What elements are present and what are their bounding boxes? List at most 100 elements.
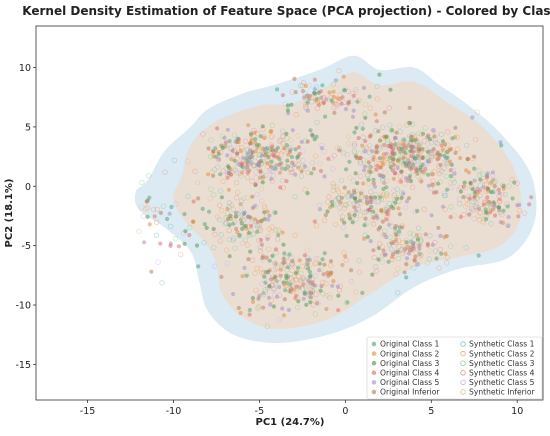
data-point: [337, 96, 343, 101]
data-point: [438, 162, 443, 168]
legend-entry-label: Synthetic Class 1: [469, 340, 535, 349]
data-point: [260, 175, 266, 181]
data-point: [337, 148, 342, 153]
data-point: [426, 183, 431, 188]
data-point: [412, 208, 419, 214]
data-point: [296, 145, 301, 150]
data-point: [187, 233, 192, 238]
data-point: [456, 201, 463, 207]
data-point: [362, 164, 367, 169]
data-point: [350, 91, 356, 97]
data-point: [299, 169, 304, 174]
data-point: [366, 150, 373, 156]
data-point: [405, 264, 412, 270]
data-point: [248, 249, 253, 254]
data-point: [358, 194, 365, 200]
data-point: [202, 222, 207, 227]
data-point: [483, 210, 488, 215]
data-point: [408, 149, 413, 154]
data-point: [452, 171, 457, 176]
data-point: [322, 262, 327, 267]
data-point: [332, 104, 339, 110]
data-point: [312, 77, 317, 82]
data-point: [499, 143, 504, 148]
data-point: [326, 194, 332, 200]
data-point: [288, 169, 294, 175]
data-point: [269, 159, 274, 164]
data-point: [476, 172, 483, 178]
data-point: [139, 179, 145, 186]
data-point: [404, 122, 410, 128]
data-point: [246, 150, 252, 156]
data-point: [376, 227, 381, 232]
data-point: [362, 111, 368, 117]
data-point: [339, 192, 346, 199]
data-point: [373, 112, 378, 117]
data-point: [321, 272, 326, 277]
data-point: [244, 174, 250, 181]
data-point: [249, 224, 254, 229]
data-point: [340, 262, 345, 268]
data-point: [271, 147, 278, 153]
data-point: [282, 297, 287, 302]
legend-marker: [371, 341, 377, 347]
data-point: [379, 173, 384, 178]
data-point: [150, 206, 157, 213]
data-point: [353, 188, 359, 194]
data-point: [341, 74, 346, 79]
data-point: [258, 169, 263, 174]
data-point: [360, 126, 365, 131]
data-point: [374, 83, 380, 90]
data-point: [442, 153, 447, 158]
data-point: [312, 273, 319, 279]
data-point: [266, 168, 273, 174]
data-point: [345, 141, 352, 147]
x-tick-label: -5: [255, 406, 264, 417]
data-point: [334, 186, 341, 193]
data-point: [381, 186, 386, 192]
data-point: [219, 207, 225, 214]
legend-box: [366, 336, 543, 400]
data-point: [371, 181, 376, 186]
data-point: [393, 226, 398, 231]
legend-entry-label: Synthetic Class 3: [469, 359, 535, 368]
data-point: [373, 195, 378, 200]
data-point: [397, 157, 404, 163]
data-point: [236, 305, 241, 311]
data-point: [426, 133, 431, 138]
data-point: [299, 139, 304, 144]
data-point: [461, 194, 466, 200]
data-point: [370, 149, 375, 154]
data-point: [267, 167, 274, 173]
data-point: [333, 197, 339, 203]
data-point: [278, 185, 283, 190]
data-point: [147, 195, 152, 200]
data-point: [317, 207, 322, 212]
data-point: [415, 208, 420, 214]
data-point: [285, 265, 290, 270]
data-point: [403, 204, 409, 211]
data-point: [236, 161, 242, 167]
data-point: [421, 138, 428, 144]
data-point: [242, 210, 247, 215]
data-point: [373, 268, 380, 274]
data-point: [218, 232, 224, 238]
data-point: [364, 195, 369, 200]
data-point: [382, 228, 388, 234]
data-point: [334, 144, 340, 150]
data-point: [450, 136, 455, 141]
data-point: [521, 210, 528, 216]
data-point: [304, 302, 309, 307]
data-point: [274, 147, 279, 153]
data-point: [444, 260, 450, 266]
data-point: [283, 286, 290, 292]
data-point: [432, 134, 437, 139]
data-point: [410, 134, 415, 139]
data-point: [252, 270, 258, 277]
data-point: [242, 237, 249, 243]
x-tick-label: 0: [342, 406, 348, 417]
data-point: [376, 257, 381, 262]
data-point: [176, 244, 181, 249]
data-point: [481, 185, 486, 190]
